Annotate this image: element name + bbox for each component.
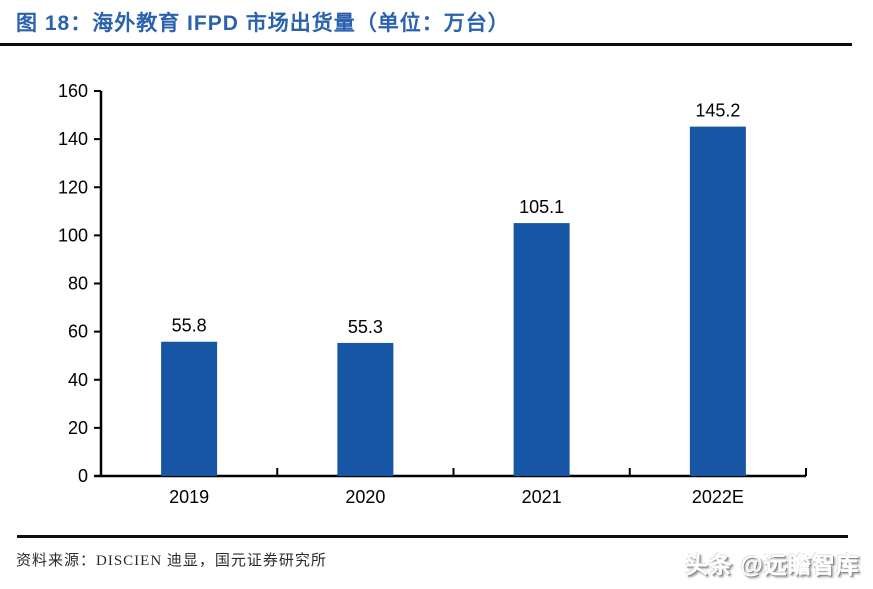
y-tick-label: 160	[58, 81, 88, 101]
x-category-label: 2019	[169, 487, 209, 507]
y-tick-label: 120	[58, 177, 88, 197]
y-tick-label: 0	[78, 466, 88, 486]
bar-value-label: 145.2	[695, 101, 740, 121]
source-note: 资料来源：DISCIEN 迪显，国元证券研究所	[16, 553, 327, 569]
y-tick-label: 140	[58, 129, 88, 149]
y-tick-label: 20	[68, 418, 88, 438]
x-category-label: 2020	[345, 487, 385, 507]
bar-2021	[513, 223, 570, 476]
watermark-toutiao: 头条 @远瞻智库	[685, 552, 860, 578]
y-tick-label: 100	[58, 225, 88, 245]
bar-chart-canvas: 0 20 40 60 80 100 120 140 160 55.8 2019 55.3 2020 105…	[58, 81, 807, 507]
y-tick-label: 60	[68, 322, 88, 342]
bar-value-label: 105.1	[519, 197, 564, 217]
bar-chart: 0 20 40 60 80 100 120 140 160 55.8 2019 55.3 2020 105…	[0, 55, 873, 520]
bar-2019	[161, 341, 218, 476]
title-divider	[0, 43, 852, 46]
figure-title: 图 18：海外教育 IFPD 市场出货量（单位：万台）	[16, 12, 510, 35]
bar-value-label: 55.3	[348, 317, 383, 337]
x-category-label: 2021	[522, 487, 562, 507]
bar-2022E	[689, 126, 746, 477]
footer-divider	[17, 535, 848, 538]
x-category-label: 2022E	[692, 487, 744, 507]
y-tick-label: 40	[68, 370, 88, 390]
bar-2020	[337, 342, 394, 476]
y-tick-label: 80	[68, 274, 88, 294]
bar-value-label: 55.8	[172, 316, 207, 336]
